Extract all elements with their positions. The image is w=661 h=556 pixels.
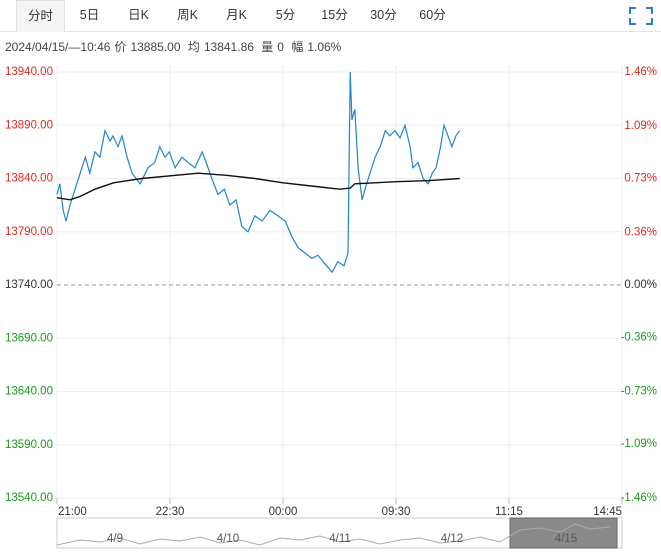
y-tick-label: 13690.00 (5, 332, 53, 344)
y2-tick-label: 1.46% (624, 66, 657, 78)
y2-tick-label: -1.09% (621, 438, 657, 450)
x-tick-label: 21:00 (58, 506, 87, 518)
info-label: 量 (261, 40, 274, 54)
series-line (56, 172, 460, 201)
navigator-label: 4/15 (555, 533, 577, 545)
y2-tick-label: 1.09% (624, 120, 657, 132)
x-tick-label: 11:15 (495, 506, 523, 518)
y2-tick-label: -0.73% (621, 386, 657, 398)
info-value: 1.06% (307, 40, 342, 54)
tab[interactable]: 5分 (275, 8, 296, 22)
y-tick-label: 13740.00 (5, 279, 53, 291)
y-tick-label: 13590.00 (5, 439, 53, 451)
tab-bar: 分时 5日 日K 周K 月K 5分 15分 30分 60分 (0, 0, 661, 32)
navigator-window[interactable] (509, 517, 618, 549)
navigator-label: 4/10 (217, 533, 239, 545)
info-value: 0 (277, 40, 284, 54)
x-tick-label: 22:30 (156, 506, 185, 518)
expand-icon[interactable] (629, 7, 653, 25)
navigator-label: 4/12 (441, 533, 463, 545)
tab[interactable]: 月K (226, 8, 247, 22)
tab[interactable]: 15分 (321, 8, 348, 22)
y-tick-label: 13940.00 (5, 66, 53, 78)
y2-tick-label: 0.00% (624, 279, 657, 291)
info-label: 幅 (291, 40, 304, 54)
y2-tick-label: -1.46% (621, 492, 657, 504)
y2-tick-label: -0.36% (621, 332, 657, 344)
series-line (56, 71, 461, 274)
tab[interactable]: 周K (177, 8, 198, 22)
info-label: 价 (114, 40, 127, 54)
navigator-line (56, 523, 611, 546)
tab[interactable]: 30分 (370, 8, 397, 22)
y-tick-label: 13790.00 (5, 226, 53, 238)
y-tick-label: 13890.00 (5, 119, 53, 131)
info-value: 13841.86 (203, 40, 254, 54)
tab[interactable]: 5日 (79, 8, 100, 22)
info-datetime: 2024/04/15/—10:46 (5, 40, 111, 54)
y-tick-label: 13540.00 (5, 492, 53, 504)
y-tick-label: 13840.00 (5, 173, 53, 185)
info-label: 均 (187, 40, 200, 54)
tab[interactable]: 日K (128, 8, 149, 22)
x-tick-label: 00:00 (269, 506, 298, 518)
navigator-label: 4/9 (107, 533, 123, 545)
navigator-label: 4/11 (329, 533, 351, 545)
y-tick-label: 13640.00 (5, 386, 53, 398)
x-tick-label: 14:45 (593, 506, 622, 518)
tab[interactable]: 分时 (16, 0, 65, 32)
x-tick-label: 09:30 (382, 506, 411, 518)
y2-tick-label: 0.36% (624, 227, 657, 239)
info-value: 13885.00 (130, 40, 181, 54)
y2-tick-label: 0.73% (624, 173, 657, 185)
tab[interactable]: 60分 (419, 8, 446, 22)
